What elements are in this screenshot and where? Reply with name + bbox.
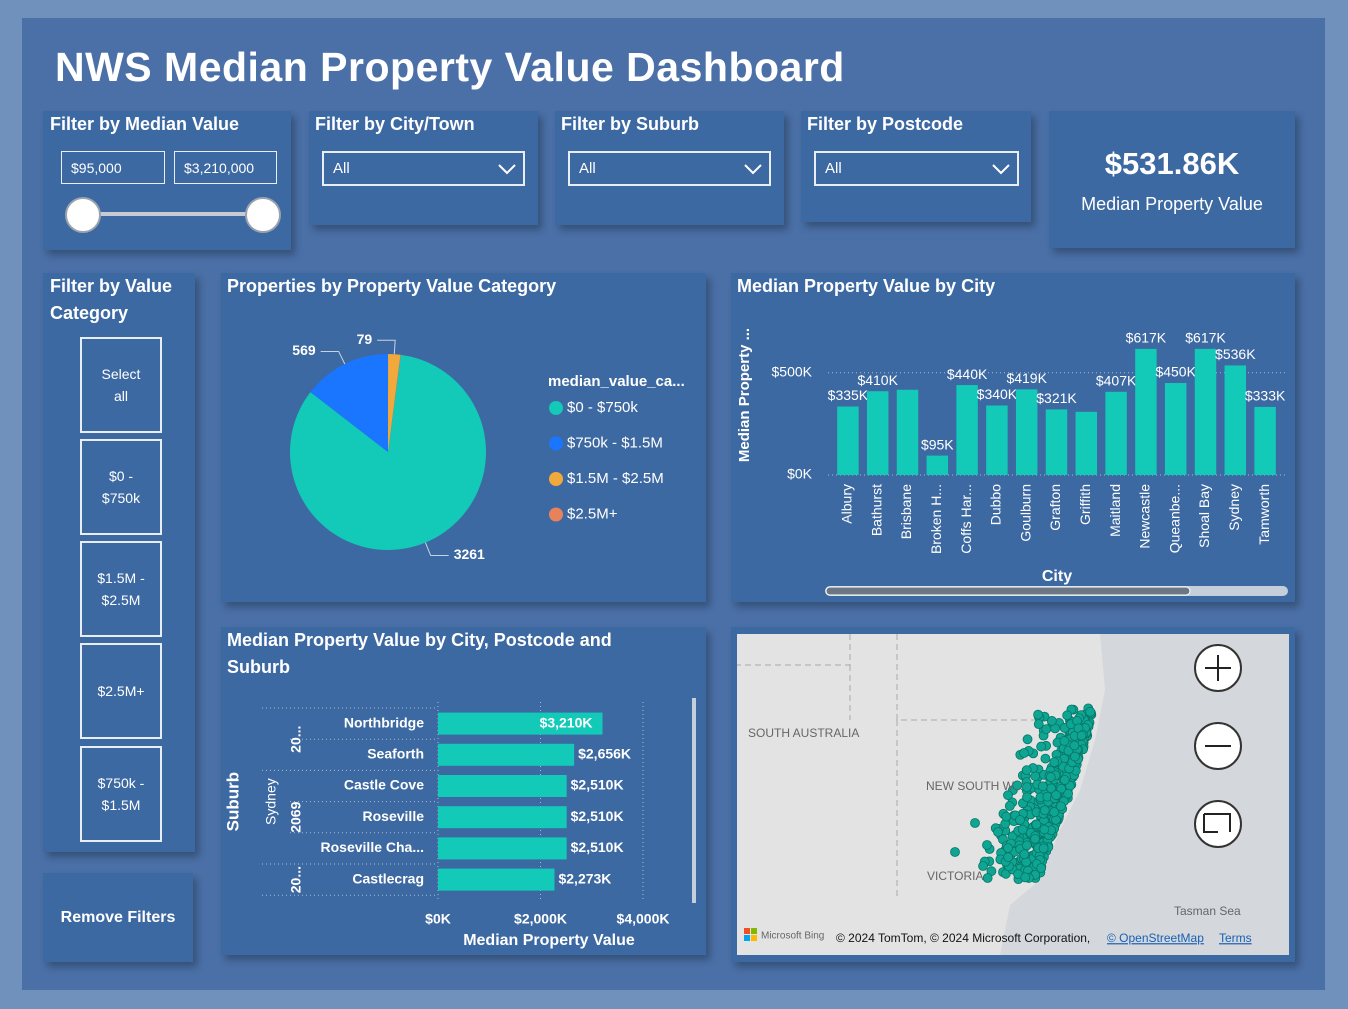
kpi-value: $531.86K: [1104, 146, 1240, 181]
chart-title: Median Property Value by City: [737, 276, 996, 296]
min-input[interactable]: $95,000: [61, 151, 165, 184]
chevron: [992, 164, 1010, 175]
chart-title: Properties by Property Value Category: [227, 276, 557, 296]
dropdown[interactable]: All: [568, 151, 771, 186]
kpi-label: Median Property Value: [1081, 194, 1263, 214]
dropdown-value: All: [333, 160, 350, 177]
kpi-card: [1049, 111, 1295, 248]
suburb-filter-card: [555, 111, 784, 225]
filter-label: Filter by Postcode: [807, 114, 964, 134]
option-button[interactable]: $750k - $1.5M: [80, 746, 162, 842]
slider-track: [82, 212, 262, 216]
option-button[interactable]: $1.5M - $2.5M: [80, 541, 162, 637]
dropdown[interactable]: All: [322, 151, 525, 186]
dropdown-value: All: [579, 160, 596, 177]
bar-card: [731, 273, 1295, 602]
map-card: [731, 627, 1295, 962]
slider-handle[interactable]: [245, 197, 281, 233]
filter-label: Filter by Value Category: [50, 276, 173, 323]
max-input[interactable]: $3,210,000: [174, 151, 277, 184]
pie-card: [221, 273, 706, 602]
dashboard-title: NWS Median Property Value Dashboard: [55, 44, 845, 90]
remove-filters-button[interactable]: Remove Filters: [43, 873, 193, 962]
chart-title: Median Property Value by City, Postcode …: [227, 630, 612, 677]
option-button[interactable]: $2.5M+: [80, 643, 162, 739]
chevron: [498, 164, 516, 175]
slider-handle[interactable]: [65, 197, 101, 233]
postcode-filter-card: [801, 111, 1031, 222]
filter-label: Filter by City/Town: [315, 114, 475, 134]
city-filter-card: [309, 111, 538, 225]
chevron: [744, 164, 762, 175]
dropdown-value: All: [825, 160, 842, 177]
option-button[interactable]: Select all: [80, 337, 162, 433]
category-filter-card: [43, 273, 195, 852]
filter-label: Filter by Suburb: [561, 114, 700, 134]
dropdown[interactable]: All: [814, 151, 1019, 186]
filter-label: Filter by Median Value: [50, 114, 240, 134]
option-button[interactable]: $0 - $750k: [80, 439, 162, 535]
